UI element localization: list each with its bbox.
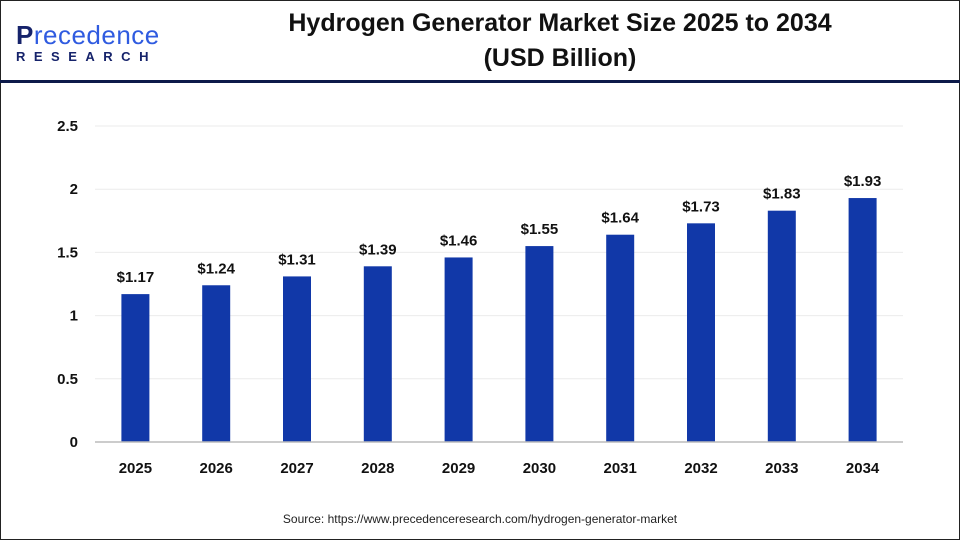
x-tick-label: 2034 bbox=[846, 460, 880, 477]
y-tick-label: 0.5 bbox=[57, 371, 78, 388]
y-tick-label: 1.5 bbox=[57, 244, 78, 261]
x-tick-label: 2030 bbox=[523, 460, 556, 477]
header-divider bbox=[0, 80, 960, 83]
x-tick-label: 2029 bbox=[442, 460, 475, 477]
source-text: Source: https://www.precedenceresearch.c… bbox=[282, 512, 678, 526]
data-label: $1.39 bbox=[359, 241, 397, 258]
subtitle-line: (USD Billion) bbox=[483, 44, 637, 72]
bar bbox=[283, 276, 311, 442]
bar bbox=[687, 223, 715, 442]
x-tick-label: 2025 bbox=[119, 460, 152, 477]
data-label: $1.46 bbox=[440, 232, 478, 249]
x-tick-label: 2033 bbox=[765, 460, 798, 477]
y-tick-label: 2.5 bbox=[57, 118, 78, 135]
bar bbox=[525, 246, 554, 442]
x-tick-label: 2031 bbox=[604, 460, 637, 477]
x-tick-label: 2026 bbox=[200, 460, 233, 477]
data-label: $1.17 bbox=[117, 269, 155, 286]
logo: Precedence RESEARCH bbox=[16, 22, 166, 64]
y-tick-label: 0 bbox=[70, 434, 78, 451]
data-label: $1.93 bbox=[844, 173, 882, 190]
data-label: $1.73 bbox=[682, 198, 720, 215]
data-label: $1.64 bbox=[601, 210, 639, 227]
logo-subtext: RESEARCH bbox=[16, 49, 157, 64]
chart-title: Hydrogen Generator Market Size 2025 to 2… bbox=[210, 6, 910, 76]
x-tick-label: 2027 bbox=[280, 460, 313, 477]
y-tick-label: 1 bbox=[70, 308, 78, 325]
data-label: $1.55 bbox=[521, 221, 559, 238]
bar bbox=[444, 257, 473, 442]
logo-text: recedence bbox=[33, 20, 160, 50]
bar bbox=[767, 210, 796, 442]
bar bbox=[848, 198, 877, 442]
bar bbox=[606, 234, 635, 442]
logo-initial: P bbox=[16, 20, 34, 50]
y-tick-label: 2 bbox=[70, 181, 78, 198]
title-line: Hydrogen Generator Market Size 2025 to 2… bbox=[288, 9, 832, 37]
bar bbox=[363, 266, 392, 442]
bar bbox=[121, 294, 150, 442]
data-label: $1.83 bbox=[763, 186, 801, 203]
bar bbox=[202, 285, 231, 442]
x-tick-label: 2032 bbox=[684, 460, 717, 477]
data-label: $1.31 bbox=[278, 251, 316, 268]
x-tick-label: 2028 bbox=[361, 460, 394, 477]
logo-wordmark: Precedence bbox=[16, 22, 166, 48]
data-label: $1.24 bbox=[197, 260, 235, 277]
